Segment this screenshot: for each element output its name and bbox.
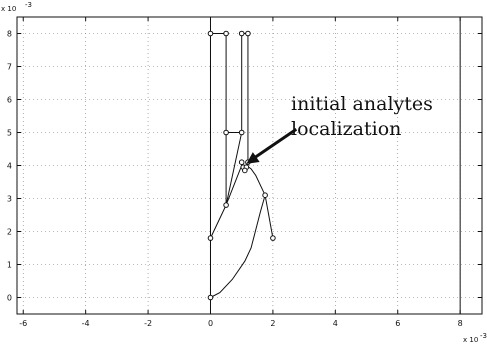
y-tick-label: 0 xyxy=(7,294,12,303)
y-tick-label: 6 xyxy=(7,96,12,105)
y-tick-label: 2 xyxy=(7,228,12,237)
data-point xyxy=(207,294,214,301)
x-tick-label: 0 xyxy=(208,319,213,328)
x-exponent-power: -3 xyxy=(480,332,487,340)
data-point xyxy=(245,30,251,37)
y-exponent-power: -3 xyxy=(25,1,32,9)
x-tick-label: 2 xyxy=(270,319,275,328)
data-point xyxy=(238,129,245,136)
annotation-text-line: localization xyxy=(291,118,401,140)
x-exponent-label: x 10 xyxy=(463,336,478,344)
x-tick-label: 6 xyxy=(395,319,400,328)
annotation-arrow-shaft xyxy=(250,127,298,162)
data-point xyxy=(242,167,248,174)
data-point xyxy=(223,30,229,37)
data-point xyxy=(207,235,214,241)
y-tick-label: 4 xyxy=(7,162,12,171)
annotation-text-line: initial analytes xyxy=(291,93,433,115)
data-point xyxy=(262,192,268,198)
y-tick-label: 1 xyxy=(7,261,12,270)
data-point xyxy=(270,235,276,241)
annotation-arrow-head xyxy=(246,152,260,164)
x-tick-label: -6 xyxy=(19,319,27,328)
x-tick-label: 4 xyxy=(333,319,338,328)
y-tick-label: 5 xyxy=(7,129,12,138)
x-tick-label: -4 xyxy=(82,319,90,328)
series-line xyxy=(225,33,243,206)
data-point xyxy=(238,30,245,37)
y-tick-label: 8 xyxy=(7,30,12,39)
series-line xyxy=(264,195,274,239)
data-point xyxy=(223,202,229,208)
data-point xyxy=(207,30,214,37)
series-line xyxy=(210,195,266,298)
x-tick-label: -2 xyxy=(144,319,152,328)
data-point xyxy=(223,129,229,136)
y-tick-label: 3 xyxy=(7,195,12,204)
y-tick-label: 7 xyxy=(7,63,12,72)
data-point xyxy=(238,159,245,165)
y-exponent-label: x 10 xyxy=(1,5,16,13)
x-tick-label: 8 xyxy=(458,319,463,328)
series-line xyxy=(210,33,227,239)
